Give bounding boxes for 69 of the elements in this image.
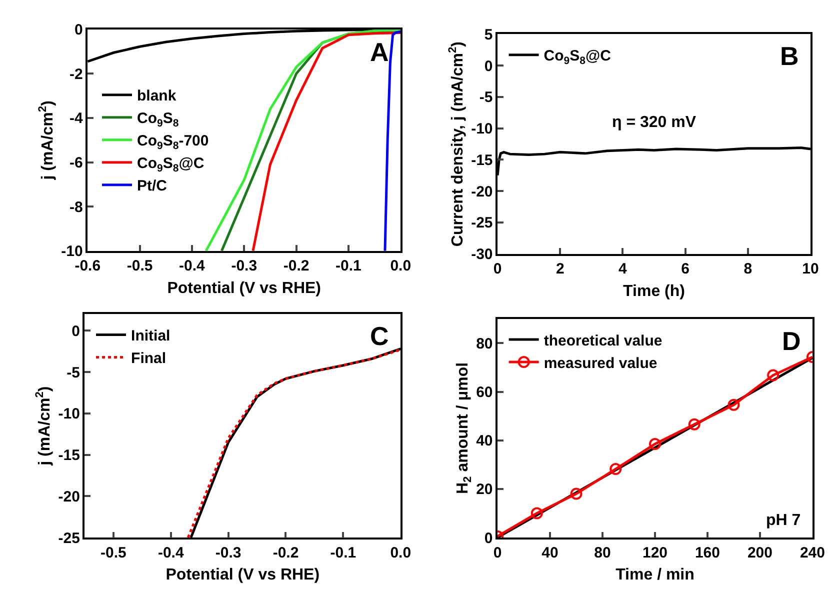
y-tick-label: -25 (471, 214, 493, 232)
x-tick-label: 240 (800, 544, 825, 562)
y-tick-label: -10 (61, 243, 83, 260)
annotation: C (370, 321, 389, 351)
legend-label: blank (137, 88, 177, 105)
x-tick-label: -0.1 (336, 258, 362, 275)
x-tick-label: 0.0 (390, 544, 412, 562)
legend-label: Pt/C (137, 178, 168, 195)
y-tick-label: 40 (476, 432, 493, 450)
legend-label: Co$_{9}$S$_{8}$-700 (137, 132, 209, 152)
y-tick-label: -20 (471, 183, 493, 200)
x-tick-label: -0.3 (215, 544, 242, 562)
y-tick-label: -15 (58, 447, 80, 464)
legend-label: Co$_{9}$S$_{8}$ (137, 110, 179, 130)
x-tick-label: 2 (556, 260, 564, 278)
y-tick-label: -5 (66, 364, 80, 382)
x-axis-title: Potential (V vs RHE) (167, 280, 322, 297)
x-tick-label: 80 (594, 544, 611, 562)
x-tick-label: 6 (681, 260, 690, 278)
x-tick-label: 8 (744, 260, 752, 278)
legend-label: Co$_{9}$S$_{8}$@C (544, 48, 612, 67)
y-tick-label: -15 (471, 152, 493, 169)
x-tick-label: 40 (542, 544, 558, 562)
x-tick-label: 10 (802, 260, 819, 278)
x-tick-label: -0.4 (179, 258, 206, 275)
y-tick-label: -2 (70, 66, 83, 83)
x-axis-title: Time / min (616, 566, 694, 584)
annotation: pH 7 (766, 512, 801, 529)
y-tick-label: -5 (479, 89, 493, 106)
y-tick-label: -10 (58, 406, 80, 423)
x-tick-label: 200 (747, 544, 772, 562)
x-tick-label: -0.1 (330, 544, 356, 562)
y-tick-label: -6 (70, 154, 83, 172)
y-tick-label: 0 (484, 58, 493, 75)
y-tick-label: -20 (58, 488, 80, 506)
annotation: η = 320 mV (612, 114, 696, 131)
legend-label: Initial (131, 328, 170, 345)
x-tick-label: -0.3 (231, 258, 258, 275)
annotation: D (782, 326, 801, 356)
x-tick-label: 120 (642, 544, 668, 562)
legend-label: Co$_{9}$S$_{8}$@C (137, 155, 204, 174)
annotation: A (370, 37, 389, 67)
x-tick-label: -0.4 (158, 544, 184, 562)
legend-label: measured value (544, 354, 658, 372)
x-tick-label: -0.2 (272, 544, 299, 562)
y-tick-label: -30 (471, 246, 493, 264)
y-tick-label: 5 (484, 26, 493, 44)
x-tick-label: -0.5 (100, 544, 126, 562)
y-tick-label: 0 (72, 322, 80, 340)
x-tick-label: 0.0 (390, 258, 412, 275)
y-tick-label: 80 (476, 335, 493, 352)
legend-label: theoretical value (544, 332, 662, 350)
y-tick-label: 60 (476, 384, 493, 402)
x-tick-label: 160 (694, 544, 720, 562)
y-tick-label: 20 (476, 481, 493, 498)
x-tick-label: -0.6 (74, 258, 101, 275)
x-tick-label: 4 (618, 260, 628, 278)
y-tick-label: 0 (74, 22, 83, 39)
y-tick-label: -25 (58, 530, 80, 547)
x-axis-title: Time (h) (623, 282, 685, 300)
annotation: B (780, 41, 799, 71)
y-tick-label: -8 (70, 198, 83, 216)
y-tick-label: -10 (471, 120, 493, 138)
legend-label: Final (131, 350, 166, 368)
x-tick-label: -0.5 (126, 258, 153, 275)
x-axis-title: Potential (V vs RHE) (166, 566, 320, 584)
y-tick-label: -4 (70, 110, 84, 128)
y-tick-label: 0 (484, 530, 493, 547)
x-tick-label: -0.2 (283, 258, 310, 275)
